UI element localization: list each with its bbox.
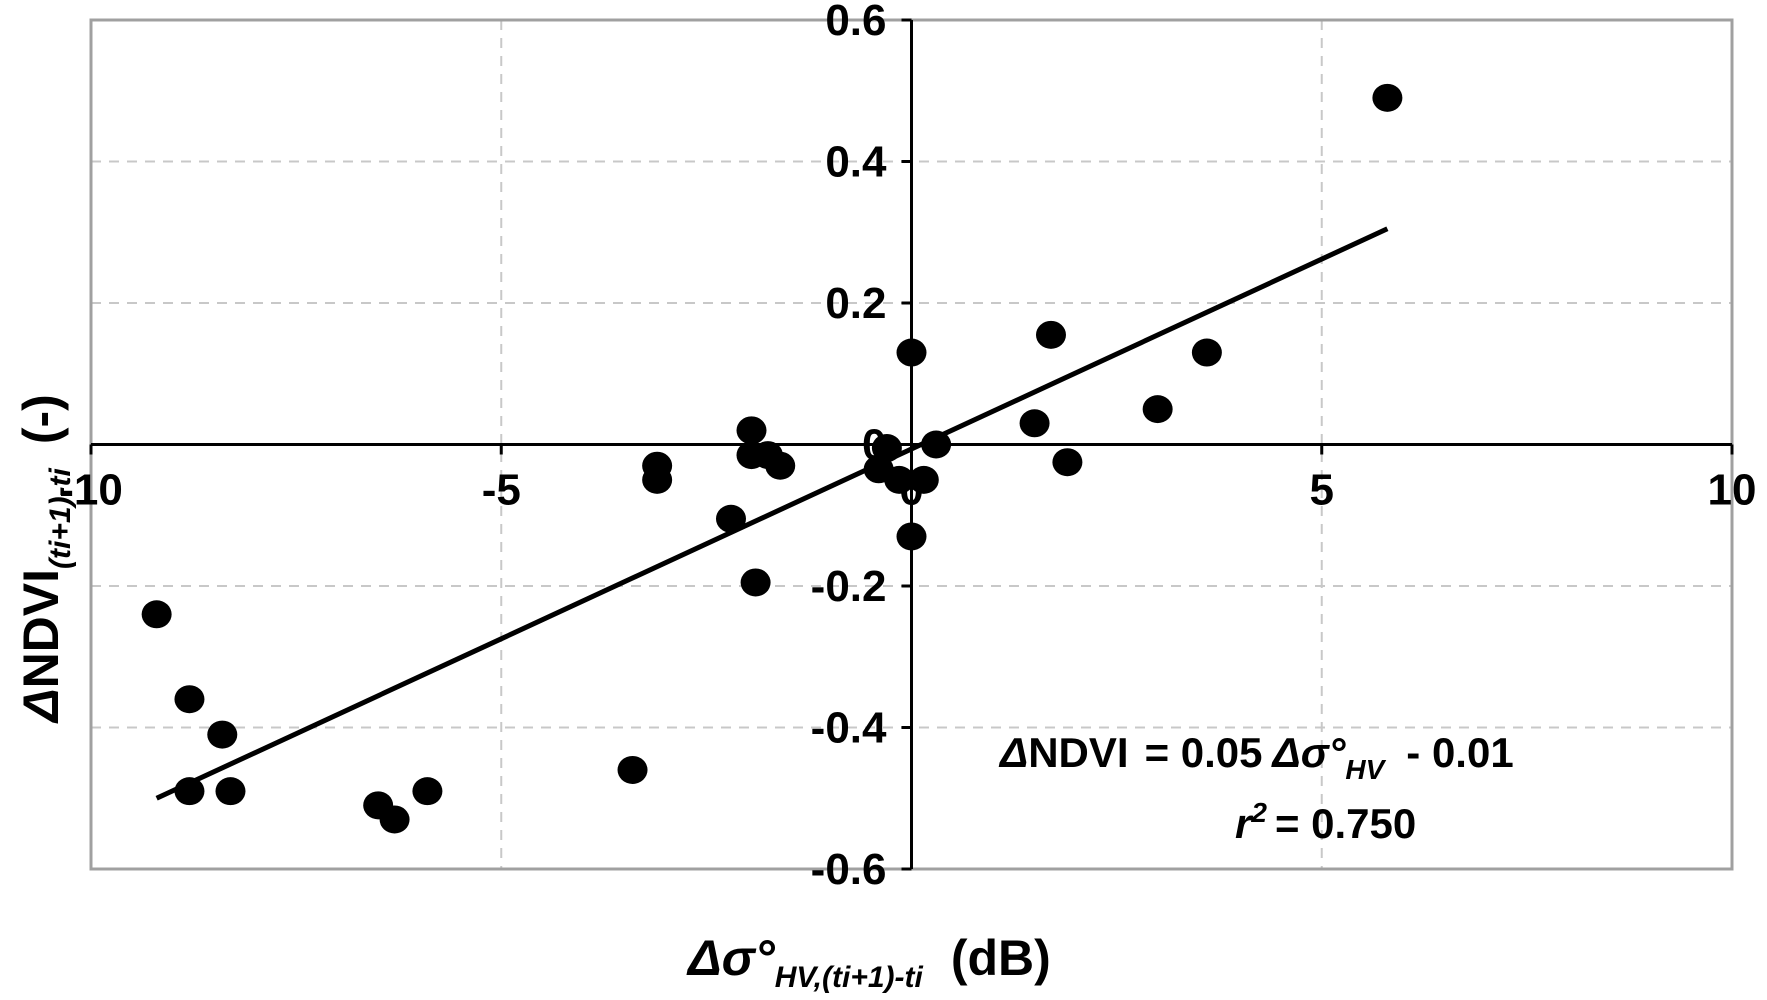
data-point	[1372, 83, 1403, 112]
data-point	[896, 338, 927, 367]
equation-line-1: ΔNDVI = 0.05 Δσ°HV - 0.01	[998, 729, 1514, 785]
y-axis-title-sub: (ti+1)-ti	[44, 467, 77, 568]
r-squared-symbol: r	[1235, 800, 1254, 847]
data-point	[715, 504, 746, 533]
y-axis-title: ΔNDVI(ti+1)-ti (-)	[13, 394, 77, 724]
y-axis-title-unit: (-)	[13, 394, 69, 444]
data-point	[215, 777, 246, 806]
y-axis-title-symbol: Δ	[13, 688, 69, 724]
x-axis-title: Δσ°HV,(ti+1)-ti (dB)	[686, 930, 1051, 994]
data-point	[207, 720, 238, 749]
r-squared-sup: 2	[1250, 797, 1267, 828]
y-tick-label: -0.6	[811, 845, 887, 894]
data-point	[765, 451, 796, 480]
y-axis-title-main: NDVI	[13, 569, 69, 688]
data-point	[896, 522, 927, 551]
x-tick-label: -5	[482, 466, 521, 515]
y-tick-label: 0.2	[825, 279, 886, 328]
eq-lhs-text: NDVI	[1028, 729, 1128, 776]
data-point	[1142, 395, 1173, 424]
y-tick-label: -0.4	[811, 704, 887, 753]
eq-variable-sub: HV	[1345, 754, 1386, 785]
trendline	[155, 226, 1389, 801]
x-axis-title-unit: (dB)	[951, 930, 1051, 986]
data-point	[174, 777, 205, 806]
data-point	[871, 434, 902, 463]
y-tick-label: -0.2	[811, 562, 887, 611]
y-tick-label: 0.6	[825, 0, 886, 45]
data-point	[642, 465, 673, 494]
y-tick-label: 0.4	[825, 138, 887, 187]
equation-line-2: r2 = 0.750	[1235, 797, 1416, 847]
data-point	[921, 430, 952, 459]
eq-tail: - 0.01	[1406, 729, 1513, 776]
data-point	[1191, 338, 1222, 367]
data-point	[379, 805, 410, 834]
data-point	[141, 600, 172, 629]
data-point	[617, 755, 648, 784]
data-points	[141, 83, 1403, 834]
grid-lines	[91, 20, 1732, 869]
x-tick-label: -10	[59, 466, 123, 515]
axis-ticks	[89, 18, 1734, 871]
x-tick-label: 10	[1708, 466, 1757, 515]
eq-lhs-symbol: Δ	[998, 729, 1028, 776]
x-axis-title-main: Δσ°	[686, 930, 776, 986]
data-point	[740, 568, 771, 597]
r-squared-value: = 0.750	[1275, 800, 1416, 847]
data-point	[174, 685, 205, 714]
data-point	[1052, 448, 1083, 477]
data-point	[736, 416, 767, 445]
data-point	[412, 777, 443, 806]
data-point	[908, 465, 939, 494]
data-point	[1019, 409, 1050, 438]
data-point	[884, 465, 915, 494]
eq-variable: Δσ°	[1271, 729, 1347, 776]
x-axis-title-sub: HV,(ti+1)-ti	[775, 961, 924, 994]
eq-middle: = 0.05	[1145, 729, 1263, 776]
x-tick-label: 5	[1310, 466, 1334, 515]
data-point	[1035, 320, 1066, 349]
